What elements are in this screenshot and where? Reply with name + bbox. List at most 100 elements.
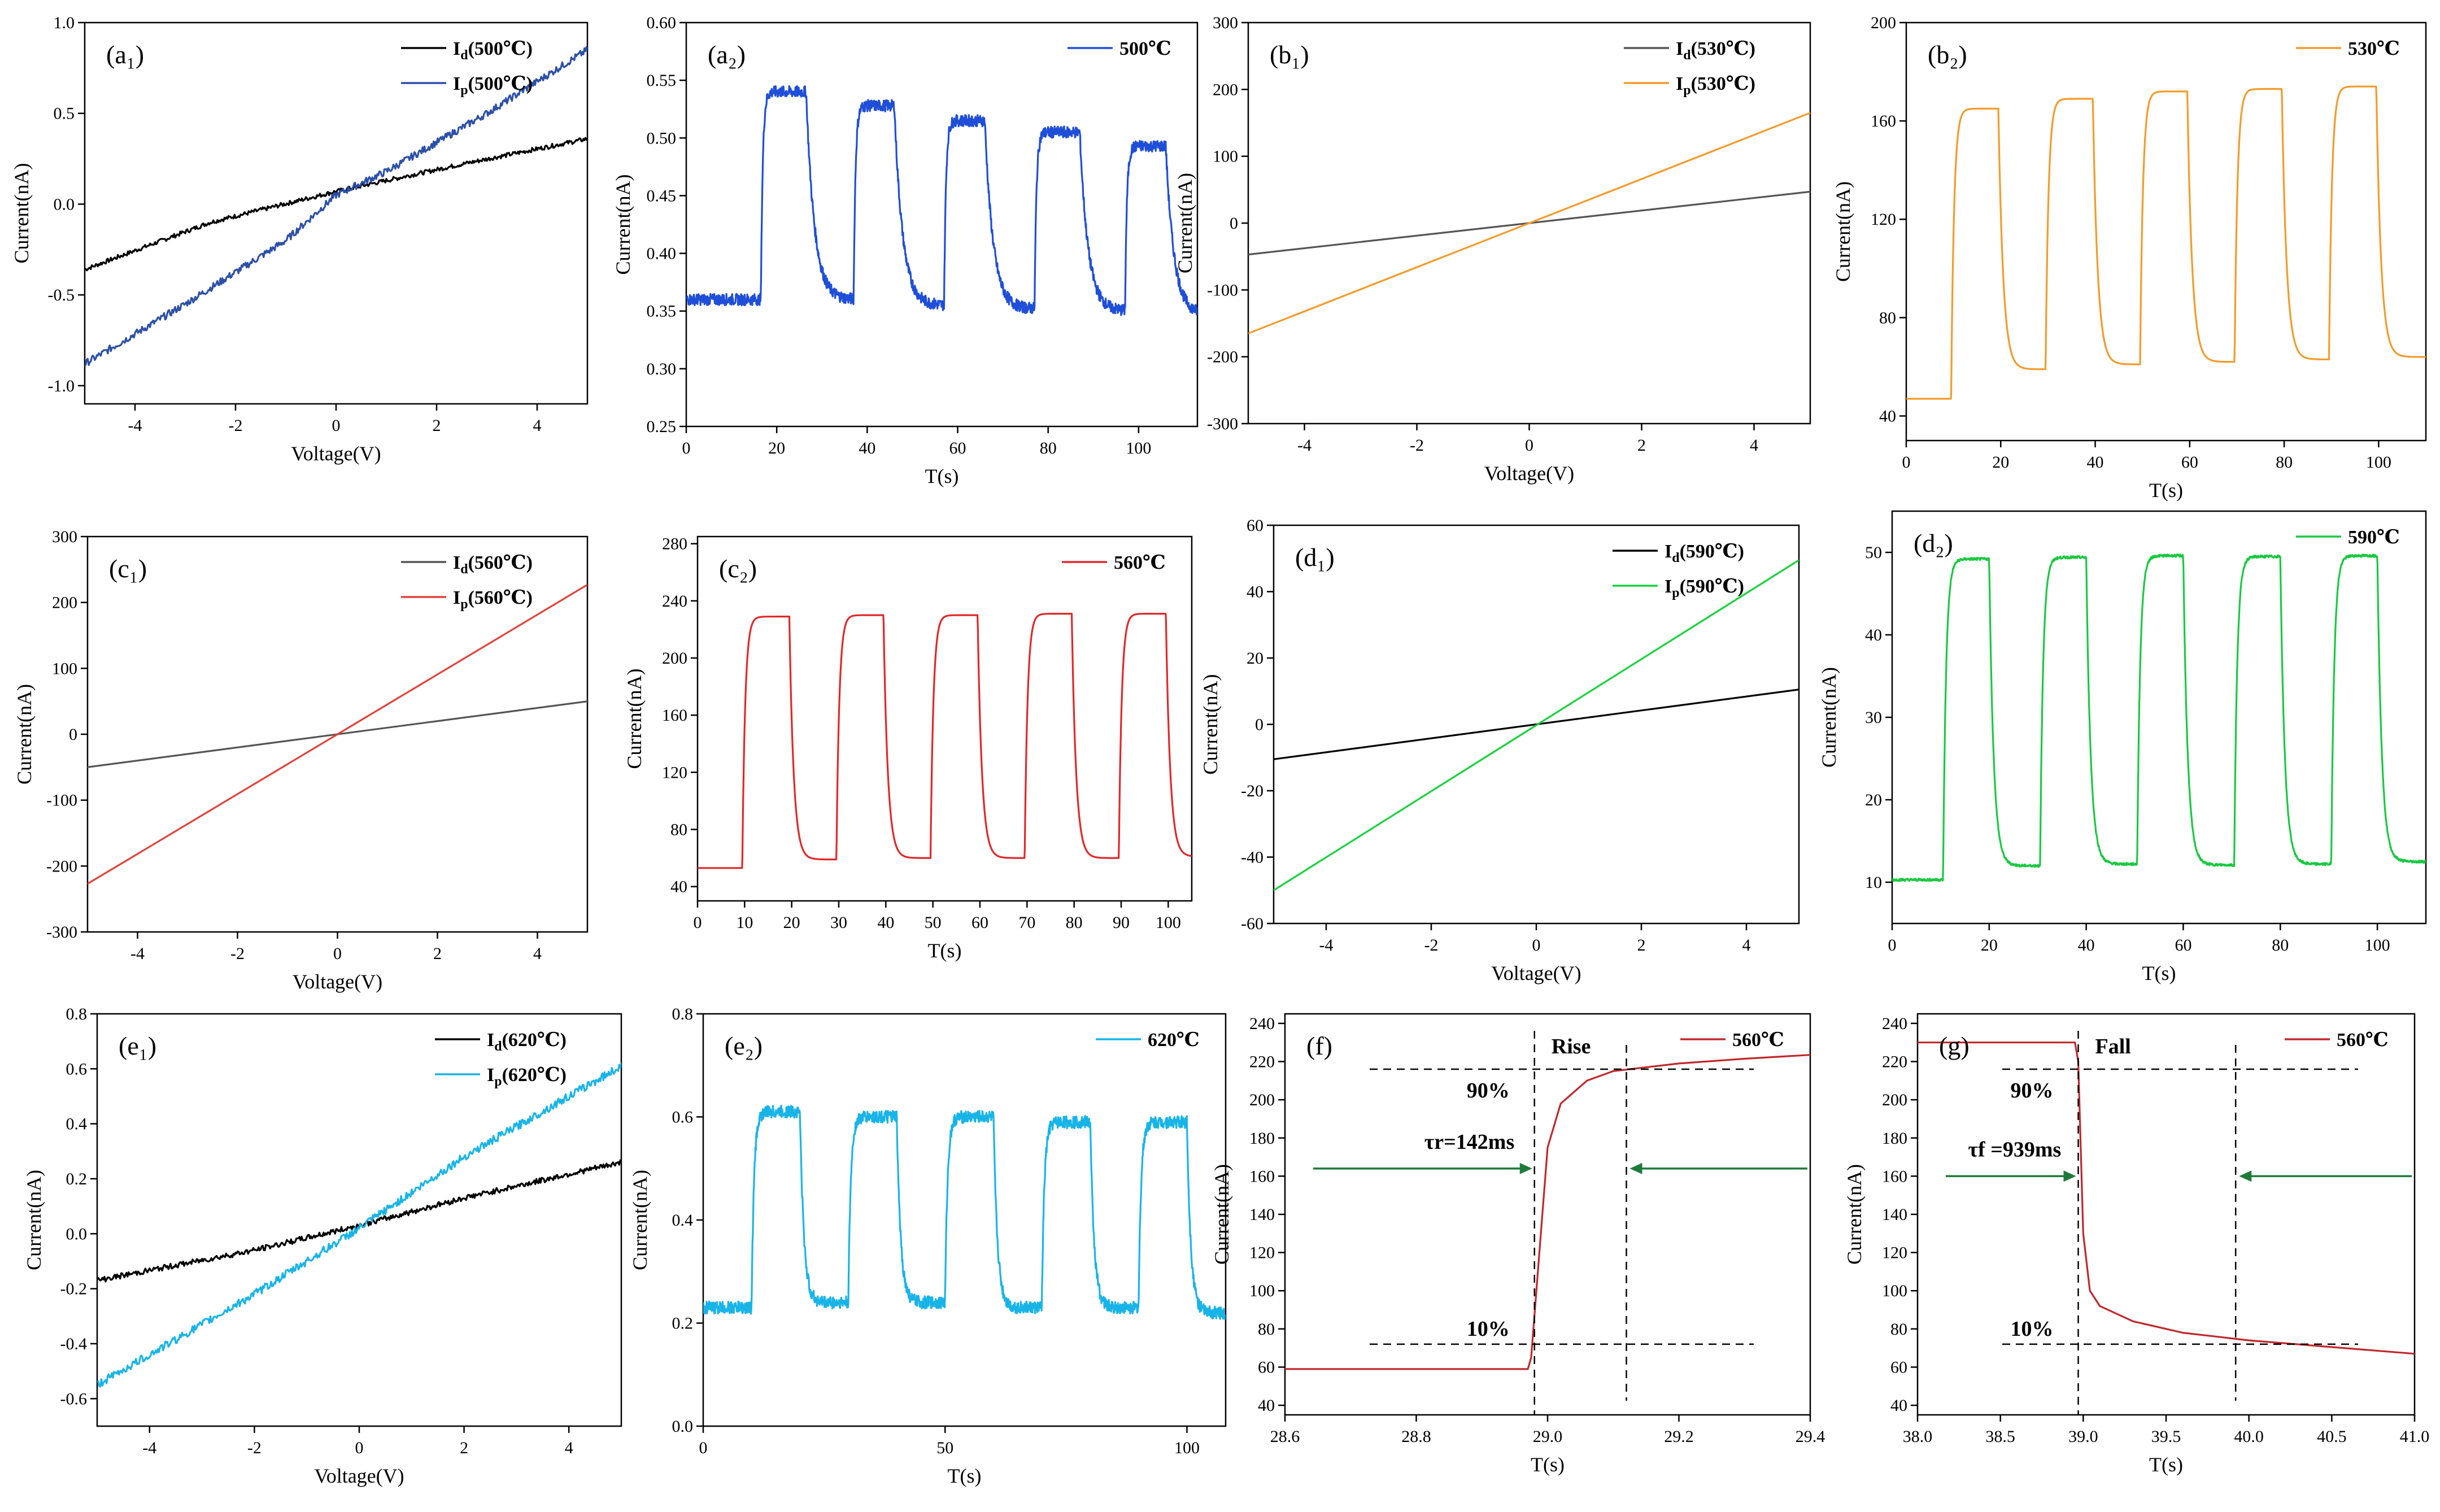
- x-tick-label: 38.5: [1985, 1427, 2015, 1446]
- y-tick-label: 180: [1882, 1129, 1907, 1148]
- legend-label: 560℃: [1732, 1030, 1784, 1051]
- x-tick-label: 100: [1126, 439, 1151, 457]
- y-tick-label: 0.35: [647, 302, 677, 321]
- plot-area: [686, 85, 1197, 316]
- x-tick-label: 4: [565, 1439, 573, 1457]
- series-line-0: [85, 137, 587, 272]
- y-tick-label: 0.30: [647, 360, 677, 378]
- x-tick-label: -4: [128, 416, 142, 435]
- x-tick-label: -2: [1410, 436, 1424, 455]
- y-tick-label: 60: [1890, 1358, 1907, 1376]
- y-tick-label: 100: [1882, 1282, 1907, 1300]
- x-tick-label: 60: [949, 439, 966, 457]
- y-tick-label: -0.5: [48, 286, 75, 304]
- series-line-0: [698, 613, 1192, 869]
- x-tick-label: 2: [460, 1439, 468, 1457]
- panel-a2: 0 20 40 60 80 100 0.25 0.30 0.35 0.40 0.45 0.50 0.55…: [612, 14, 1199, 487]
- y-tick-label: -200: [1207, 348, 1238, 367]
- annotation-title: Fall: [2095, 1035, 2131, 1058]
- y-tick-label: 160: [1249, 1167, 1275, 1186]
- x-tick-label: 0: [333, 944, 342, 963]
- y-tick-label: 100: [1213, 147, 1238, 166]
- y-tick-label: 200: [662, 649, 687, 668]
- legend-label: Id(620℃): [487, 1030, 567, 1054]
- x-tick-label: 38.0: [1903, 1427, 1933, 1446]
- series-line-1: [1274, 559, 1799, 891]
- x-tick-label: 100: [1156, 913, 1181, 932]
- x-tick-label: 0: [694, 913, 702, 932]
- x-tick-label: 0: [1902, 453, 1911, 472]
- y-tick-label: 200: [52, 594, 77, 612]
- y-tick-label: 0.2: [66, 1170, 88, 1188]
- series-line-1: [1248, 112, 1810, 334]
- panel-label: (e₁): [119, 1031, 156, 1060]
- plot-area: [85, 46, 587, 367]
- y-tick-label: 0.50: [647, 129, 677, 147]
- y-tick-label: -1.0: [48, 377, 75, 395]
- plot-area: [97, 1062, 621, 1388]
- plot-frame: [1891, 510, 2427, 925]
- plot-frame: [1284, 1013, 1811, 1416]
- series-line-0: [1906, 85, 2426, 400]
- y-tick-label: 40: [1890, 1396, 1907, 1415]
- legend-label: 560℃: [1114, 552, 1166, 573]
- panel-label: (c₂): [719, 554, 757, 583]
- y-tick-label: 280: [662, 535, 687, 554]
- plot-area: [1274, 559, 1799, 891]
- y-tick-label: 0.45: [647, 186, 677, 205]
- x-axis-label: Voltage(V): [314, 1465, 404, 1487]
- y-tick-label: 160: [1871, 112, 1896, 130]
- x-axis-label: Voltage(V): [1484, 462, 1574, 485]
- plot-area: [703, 1104, 1226, 1320]
- x-tick-label: 20: [1992, 453, 2009, 472]
- y-tick-label: 300: [1213, 14, 1238, 32]
- y-tick-label: 0.4: [672, 1211, 694, 1230]
- y-tick-label: -0.6: [60, 1389, 88, 1408]
- y-tick-label: 160: [662, 706, 687, 725]
- x-tick-label: 60: [2181, 453, 2198, 472]
- x-tick-label: 40: [2078, 936, 2095, 955]
- legend-label: Id(590℃): [1665, 541, 1744, 565]
- legend-label: Ip(560℃): [453, 587, 533, 612]
- annotation-90: 90%: [1467, 1079, 1510, 1103]
- y-tick-label: 140: [1249, 1205, 1275, 1224]
- x-tick-label: 50: [936, 1439, 953, 1457]
- y-tick-label: -0.2: [60, 1280, 88, 1299]
- y-tick-label: 80: [1890, 1320, 1907, 1339]
- y-tick-label: 0.60: [647, 14, 677, 32]
- x-tick-label: 0: [1888, 936, 1897, 955]
- y-tick-label: 120: [1871, 210, 1896, 229]
- panel-c2: 0 10 20 30 40 50 60 70 80 90 100 40 80 120 160 200 240 28…: [623, 535, 1193, 962]
- annotation-title: Rise: [1552, 1035, 1591, 1058]
- y-tick-label: 10: [1865, 873, 1882, 892]
- y-tick-label: 80: [670, 821, 687, 839]
- x-tick-label: -2: [230, 944, 245, 963]
- arrow-right-head: [1629, 1162, 1642, 1174]
- plot-frame: [1905, 21, 2427, 442]
- panel-label: (f): [1306, 1031, 1332, 1060]
- x-tick-label: 30: [830, 913, 847, 932]
- panel-label: (c₁): [109, 554, 147, 583]
- legend-label: 560℃: [2337, 1030, 2389, 1051]
- x-tick-label: 60: [2175, 936, 2191, 955]
- y-tick-label: 1.0: [54, 14, 75, 32]
- x-tick-label: 29.2: [1664, 1427, 1694, 1446]
- x-tick-label: 100: [2366, 453, 2391, 472]
- y-tick-label: 100: [1249, 1282, 1275, 1300]
- x-tick-label: 40.5: [2317, 1427, 2347, 1446]
- x-tick-label: 2: [433, 416, 441, 435]
- plot-area: [1285, 1054, 1810, 1370]
- panel-label: (d₂): [1914, 529, 1953, 557]
- y-tick-label: 0.6: [672, 1108, 694, 1127]
- y-tick-label: 240: [1882, 1014, 1907, 1033]
- x-tick-label: -4: [142, 1439, 156, 1457]
- plot-area: [88, 583, 587, 885]
- x-tick-label: -4: [1319, 936, 1334, 955]
- x-tick-label: 39.5: [2151, 1427, 2181, 1446]
- plot-area: [698, 613, 1192, 869]
- legend-label: Ip(590℃): [1665, 576, 1744, 600]
- x-tick-label: 40: [859, 439, 875, 457]
- x-tick-label: 70: [1018, 913, 1035, 932]
- series-line-0: [1918, 1042, 2415, 1355]
